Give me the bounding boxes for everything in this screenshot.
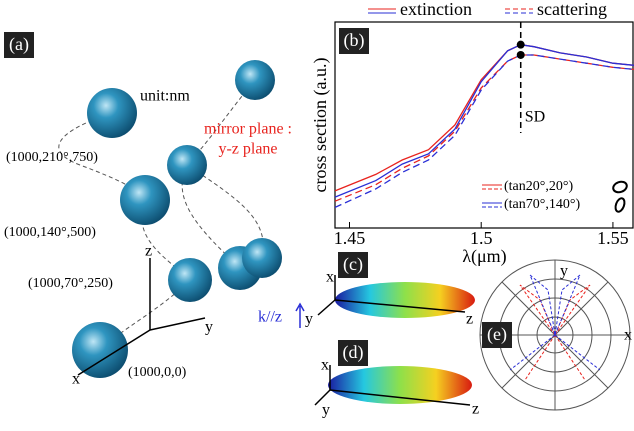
plot-frame [334, 21, 634, 229]
legend-label: (tan20°,20°) [504, 179, 573, 194]
axis-letter: y [560, 263, 568, 280]
coord: (1000,70°,250) [28, 276, 113, 291]
axis-letter: z [145, 243, 152, 260]
axis-letter: y [322, 402, 330, 419]
axis-letter: y [305, 311, 313, 328]
peak-dot [516, 40, 525, 49]
panel-box [482, 322, 512, 348]
panel-box [338, 252, 368, 278]
lobe [328, 366, 472, 404]
panel-label: (b) [344, 30, 365, 51]
coord: (1000,0,0) [128, 365, 187, 380]
lobe [335, 282, 475, 318]
panel-label: (d) [343, 342, 364, 363]
polarization-icon [612, 180, 628, 194]
axis-letter: z [466, 311, 473, 328]
axis-letter: x [624, 327, 632, 344]
series-line [334, 44, 634, 192]
x-tick-label: 1.5 [470, 228, 493, 248]
axis-letter: x [321, 357, 329, 374]
panel-box [4, 32, 34, 58]
series-line [334, 54, 634, 208]
k-arrow [295, 302, 305, 328]
axis-letter: z [472, 401, 479, 418]
panel-label: (a) [9, 34, 29, 55]
mirror-label: y-z plane [218, 141, 277, 158]
legend-label: (tan70°,140°) [504, 197, 580, 212]
axes-3d [77, 258, 206, 376]
panel-label: (e) [487, 324, 507, 345]
legend-label: extinction [400, 0, 472, 19]
chart-b: 1.45 1.5 1.55 λ(μm) cross section (a.u.) SD (b… [310, 0, 634, 267]
x-tick-label: 1.45 [334, 228, 366, 248]
series-line [334, 44, 634, 198]
panel-box [338, 340, 368, 366]
axes-3d [314, 275, 471, 406]
peak-dot [516, 50, 525, 59]
panel-label: (c) [343, 254, 363, 275]
axis-letter: x [72, 371, 80, 388]
polarization-icon [614, 197, 626, 213]
y-axis-label: cross section (a.u.) [310, 58, 331, 193]
legend-label: scattering [537, 0, 607, 19]
x-axis-label: λ(μm) [462, 246, 506, 267]
axis-letter: x [326, 269, 334, 286]
mirror-label: mirror plane : [204, 121, 292, 138]
axis-letter: y [205, 319, 213, 336]
polar-pattern [509, 274, 601, 381]
x-tick-label: 1.55 [597, 228, 629, 248]
k-label: k//z [258, 309, 282, 326]
sd-label: SD [525, 109, 545, 126]
spheres [72, 60, 282, 378]
panel-box [339, 28, 369, 54]
coord: (1000,140°,500) [4, 225, 96, 240]
coord: (1000,210°,750) [6, 150, 98, 165]
unit: unit:nm [140, 88, 190, 105]
